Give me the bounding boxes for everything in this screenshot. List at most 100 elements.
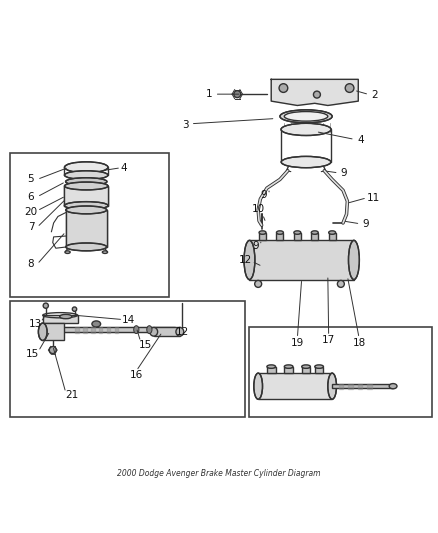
Bar <box>64 186 108 206</box>
Ellipse shape <box>64 201 108 209</box>
Text: 15: 15 <box>139 340 152 350</box>
Polygon shape <box>107 327 110 333</box>
Bar <box>311 232 318 240</box>
Bar <box>258 373 332 399</box>
Text: 4: 4 <box>357 135 364 146</box>
Polygon shape <box>43 327 176 332</box>
Bar <box>294 232 301 240</box>
Bar <box>250 327 432 417</box>
Bar <box>43 323 64 341</box>
Ellipse shape <box>64 182 108 190</box>
Text: 8: 8 <box>28 260 34 269</box>
Bar <box>259 232 266 240</box>
Text: 21: 21 <box>65 390 78 400</box>
Bar <box>154 327 180 336</box>
Ellipse shape <box>66 177 107 185</box>
Ellipse shape <box>150 327 158 336</box>
Bar <box>284 367 293 373</box>
Polygon shape <box>115 327 118 333</box>
Ellipse shape <box>294 231 301 235</box>
Text: 10: 10 <box>251 204 265 214</box>
Bar <box>332 384 393 388</box>
Bar <box>328 232 336 240</box>
Bar <box>43 315 78 323</box>
Text: 19: 19 <box>291 338 304 348</box>
Ellipse shape <box>60 314 72 319</box>
Bar <box>250 240 354 279</box>
Text: 9: 9 <box>252 240 259 251</box>
Text: 7: 7 <box>28 222 34 232</box>
Text: 3: 3 <box>182 119 188 130</box>
Polygon shape <box>367 384 372 389</box>
Text: 9: 9 <box>341 168 347 178</box>
Ellipse shape <box>92 321 101 327</box>
Ellipse shape <box>328 373 336 399</box>
Ellipse shape <box>302 365 311 368</box>
Polygon shape <box>99 327 102 333</box>
Text: 14: 14 <box>122 314 135 325</box>
Bar <box>315 367 323 373</box>
Text: 1: 1 <box>206 89 213 99</box>
Ellipse shape <box>311 231 318 235</box>
Ellipse shape <box>284 111 328 121</box>
Bar <box>43 327 176 332</box>
Bar <box>276 232 283 240</box>
Ellipse shape <box>134 326 139 334</box>
Polygon shape <box>358 384 362 389</box>
Ellipse shape <box>349 240 359 279</box>
Ellipse shape <box>284 365 293 368</box>
Circle shape <box>279 84 288 92</box>
Bar <box>10 154 169 297</box>
Circle shape <box>72 307 77 311</box>
Ellipse shape <box>102 251 108 254</box>
Text: 15: 15 <box>26 350 39 359</box>
Text: 5: 5 <box>28 174 34 184</box>
Text: 2000 Dodge Avenger Brake Master Cylinder Diagram: 2000 Dodge Avenger Brake Master Cylinder… <box>117 469 321 478</box>
Ellipse shape <box>64 162 108 173</box>
Bar <box>10 301 245 417</box>
Text: 11: 11 <box>367 193 380 203</box>
Circle shape <box>234 91 241 98</box>
Ellipse shape <box>66 206 107 214</box>
Ellipse shape <box>315 365 323 368</box>
Ellipse shape <box>328 231 336 235</box>
Text: 12: 12 <box>175 327 189 337</box>
Text: 16: 16 <box>130 370 143 381</box>
Ellipse shape <box>276 231 283 235</box>
Ellipse shape <box>254 373 262 399</box>
Text: 13: 13 <box>29 319 42 329</box>
Circle shape <box>49 346 56 353</box>
Circle shape <box>337 280 344 287</box>
Polygon shape <box>339 384 343 389</box>
Circle shape <box>314 91 321 98</box>
Ellipse shape <box>267 365 276 368</box>
Text: 6: 6 <box>28 192 34 202</box>
Text: 17: 17 <box>322 335 336 345</box>
Polygon shape <box>348 384 353 389</box>
Ellipse shape <box>66 243 107 251</box>
Ellipse shape <box>389 384 397 389</box>
Ellipse shape <box>64 171 108 180</box>
Polygon shape <box>75 327 79 333</box>
Ellipse shape <box>281 123 331 135</box>
Bar <box>267 367 276 373</box>
Polygon shape <box>91 327 95 333</box>
Text: 2: 2 <box>371 90 378 100</box>
Circle shape <box>43 303 48 308</box>
Text: 18: 18 <box>353 338 366 348</box>
Ellipse shape <box>147 326 152 334</box>
Bar <box>66 210 107 247</box>
Text: 9: 9 <box>362 219 369 229</box>
Bar <box>302 367 311 373</box>
Ellipse shape <box>65 251 70 254</box>
Text: 12: 12 <box>238 255 252 264</box>
Polygon shape <box>83 327 87 333</box>
Ellipse shape <box>259 231 266 235</box>
Text: 20: 20 <box>25 207 38 216</box>
Ellipse shape <box>244 240 255 279</box>
Ellipse shape <box>39 323 47 341</box>
Ellipse shape <box>176 327 184 336</box>
Text: 9: 9 <box>261 190 267 200</box>
Text: 4: 4 <box>121 163 127 173</box>
Ellipse shape <box>281 156 331 168</box>
